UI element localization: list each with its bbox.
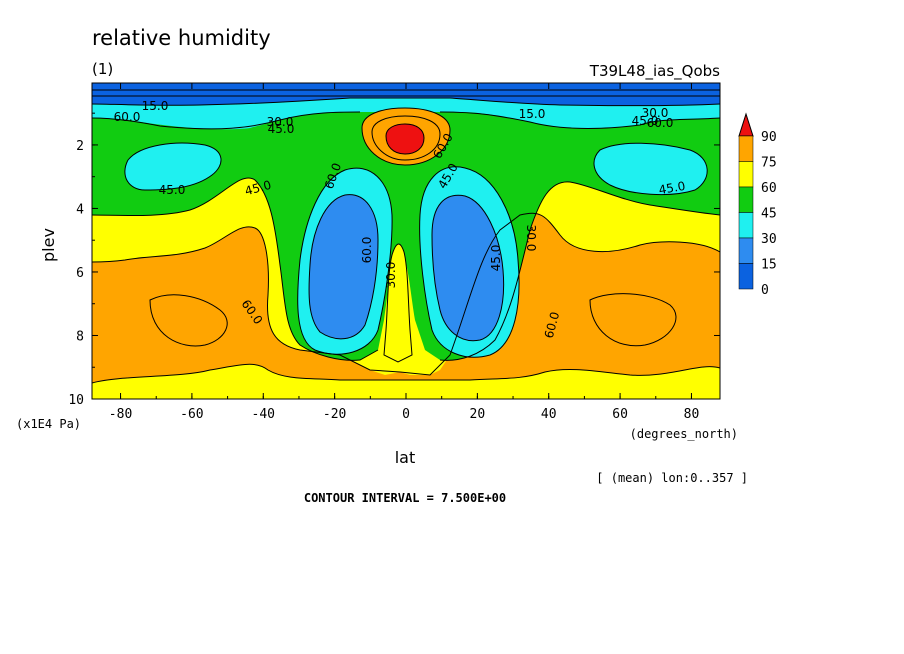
contour-label-text: 30.0: [267, 115, 294, 129]
contour-label-text: 45.0: [658, 179, 687, 197]
contour-label: 30.0: [384, 262, 398, 289]
contour-label: 15.0: [142, 99, 169, 113]
colorbar-label: 75: [761, 156, 777, 171]
contour-label-text: 45.0: [159, 183, 186, 197]
y-axis: 2 4 6 8 10: [68, 112, 720, 408]
x-axis-units: (degrees_north): [630, 427, 738, 441]
x-tick-label: -60: [180, 407, 203, 422]
chart-subtitle: (1): [92, 60, 113, 78]
contour-label-text: 60.0: [647, 116, 674, 130]
colorbar-label: 15: [761, 258, 777, 273]
x-tick-label: 0: [402, 407, 410, 422]
contour-label-text: 45.0: [268, 122, 295, 136]
contour-label-text: 15.0: [142, 99, 169, 113]
y-axis-label: plev: [39, 228, 58, 262]
chart-title: relative humidity: [92, 26, 271, 50]
contour-label: 45.0: [658, 179, 687, 197]
x-tick-label: 40: [541, 407, 557, 422]
cyan-left-blob: [124, 143, 222, 190]
plot-area: [92, 83, 720, 399]
colorbar-swatch: [738, 237, 754, 264]
colorbar: 90 75 60 45 30 15 0: [738, 112, 777, 298]
contour-lines: [92, 89, 720, 384]
colorbar-label: 45: [761, 207, 777, 222]
x-tick-label: 20: [470, 407, 486, 422]
contour-label: 45.0: [243, 178, 272, 198]
contour-label-text: 30.0: [642, 106, 669, 120]
contour-label: 60.0: [542, 310, 562, 339]
band-45-60: [92, 83, 720, 361]
contour-label: 60.0: [360, 237, 374, 264]
contour-label: 45.0: [632, 114, 659, 128]
colorbar-swatch: [738, 135, 754, 162]
y-tick-label: 4: [76, 202, 84, 217]
colorbar-label: 90: [761, 130, 777, 145]
contour-label: 45.0: [489, 245, 503, 272]
band-60-75-bottom: [92, 364, 720, 399]
contour-label: 45.0: [159, 183, 186, 197]
contour-label: 60.0: [114, 110, 141, 124]
contour-label-text: 45.0: [489, 245, 503, 272]
contour-label-text: 60.0: [360, 237, 374, 264]
x-tick-label: 60: [612, 407, 628, 422]
peak-red: [386, 124, 424, 154]
y-tick-label: 6: [76, 266, 84, 281]
contour-label-text: 60.0: [542, 310, 562, 339]
colorbar-label: 60: [761, 181, 777, 196]
x-tick-label: -80: [109, 407, 132, 422]
y-axis-units: (x1E4 Pa): [16, 417, 81, 431]
run-label: T39L48_ias_Qobs: [589, 62, 720, 81]
colorbar-label: 0: [761, 283, 769, 298]
mean-note: [ (mean) lon:0..357 ]: [596, 471, 748, 485]
y-tick-label: 10: [68, 393, 84, 408]
contour-label-text: 45.0: [632, 114, 659, 128]
colorbar-swatch: [738, 212, 754, 239]
contour-label: 30.0: [267, 115, 294, 129]
cyan-right-blob: [594, 143, 708, 195]
contour-label: 30.0: [642, 106, 669, 120]
x-tick-label: -20: [323, 407, 346, 422]
blue-right-lobe: [432, 195, 504, 341]
tongue-yellow: [384, 244, 412, 362]
contour-label-text: 60.0: [114, 110, 141, 124]
contour-label: 60.0: [647, 116, 674, 130]
x-tick-label: -40: [252, 407, 275, 422]
contour-interval: CONTOUR INTERVAL = 7.500E+00: [304, 491, 506, 505]
colorbar-arrow: [738, 112, 754, 137]
band-0-15: [92, 83, 720, 106]
x-axis-label: lat: [395, 448, 416, 467]
colorbar-swatch: [738, 161, 754, 188]
contour-label-text: 45.0: [243, 178, 272, 198]
contour-label: 15.0: [519, 107, 546, 121]
x-tick-label: 80: [684, 407, 700, 422]
colorbar-swatch: [738, 263, 754, 290]
contour-label-text: 30.0: [384, 262, 398, 289]
y-tick-label: 8: [76, 329, 84, 344]
contour-label: 45.0: [268, 122, 295, 136]
blue-left-lobe: [309, 194, 378, 339]
contour-label-text: 15.0: [519, 107, 546, 121]
contour-label: 30.0: [524, 225, 538, 252]
y-tick-label: 2: [76, 139, 84, 154]
colorbar-swatch: [738, 186, 754, 213]
contour-label-text: 30.0: [524, 225, 538, 252]
x-axis: -80 -60 -40 -20 0 20 40 60 80: [109, 83, 699, 422]
colorbar-label: 30: [761, 232, 777, 247]
